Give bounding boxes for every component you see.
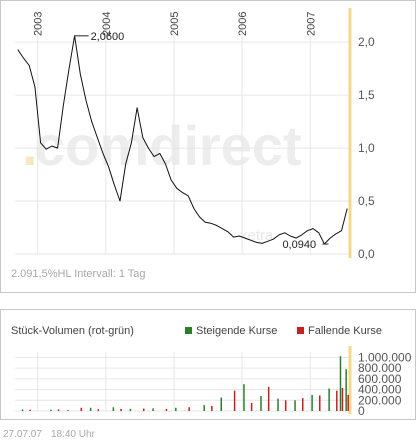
- volume-bar-rising: [311, 394, 313, 411]
- volume-bar-rising: [277, 398, 279, 411]
- legend-rising: Steigende Kurse: [185, 325, 277, 337]
- volume-y-tick-label: 0: [358, 404, 365, 418]
- x-tick-label: 2007: [305, 12, 317, 36]
- x-tick-label: 2003: [33, 12, 45, 36]
- volume-bar-falling: [319, 395, 321, 411]
- volume-y-tick-label: 600.000: [358, 372, 402, 386]
- volume-bar-rising: [339, 356, 342, 411]
- volume-bar-rising: [175, 407, 177, 411]
- legend-rising-label: Steigende Kurse: [196, 325, 278, 337]
- volume-bar-falling: [120, 408, 122, 411]
- y-tick-label: 2,0: [358, 35, 375, 49]
- volume-y-tick-label: 800.000: [358, 361, 402, 375]
- volume-bar-rising: [220, 397, 222, 411]
- volume-bar-rising: [243, 384, 245, 411]
- watermark-logo: comdirect: [34, 114, 302, 177]
- volume-bar-rising: [21, 409, 24, 411]
- volume-bar-falling: [165, 408, 168, 411]
- volume-bar-rising: [203, 405, 205, 411]
- volume-bar-rising: [129, 408, 132, 411]
- price-line: [17, 35, 348, 245]
- volume-bar-falling: [97, 409, 100, 411]
- volume-bar-rising: [345, 369, 347, 411]
- volume-bar-rising: [50, 409, 52, 411]
- volume-bar-falling: [284, 400, 287, 411]
- volume-y-tick-label: 1.000.000: [358, 350, 412, 364]
- chart-info-text: 2.091,5%HL Intervall: 1 Tag: [11, 268, 146, 280]
- volume-title: Stück-Volumen (rot-grün): [11, 325, 134, 337]
- legend-rising-swatch: [185, 327, 192, 334]
- min-annotation-label: 0,0940: [282, 239, 316, 251]
- legend-falling-swatch: [297, 327, 304, 334]
- volume-bar-rising: [112, 407, 115, 411]
- footer-date: 27.07.07: [3, 429, 42, 440]
- volume-bar-falling: [57, 409, 60, 411]
- footer: 27.07.07 18:40 Uhr: [3, 429, 104, 440]
- volume-y-tick-label: 200.000: [358, 393, 402, 407]
- volume-bar-falling: [143, 408, 145, 411]
- volume-bar-falling: [336, 390, 338, 411]
- volume-bar-falling: [250, 402, 253, 411]
- volume-bar-falling: [301, 398, 304, 411]
- y-tick-label: 0,5: [358, 194, 375, 208]
- volume-bar-rising: [260, 395, 262, 411]
- volume-bar-falling: [29, 409, 31, 411]
- volume-bar-falling: [347, 394, 349, 411]
- max-annotation-label: 2,0600: [91, 31, 125, 43]
- volume-bar-falling: [267, 386, 270, 411]
- volume-bar-rising: [328, 388, 330, 411]
- y-tick-label: 0,0: [358, 247, 375, 261]
- volume-bar-rising: [89, 407, 92, 411]
- y-tick-label: 1,5: [358, 88, 375, 102]
- x-tick-label: 2006: [237, 12, 249, 36]
- legend-falling: Fallende Kurse: [297, 325, 382, 337]
- volume-bar-falling: [233, 390, 236, 411]
- watermark-dot: .: [22, 114, 38, 177]
- volume-bar-rising: [67, 409, 69, 411]
- volume-bar-falling: [188, 407, 190, 411]
- volume-y-tick-label: 400.000: [358, 383, 402, 397]
- volume-bar-rising: [152, 408, 154, 411]
- y-tick-label: 1,0: [358, 141, 375, 155]
- x-tick-label: 2004: [101, 12, 113, 36]
- footer-time: 18:40 Uhr: [50, 429, 95, 440]
- price-chart-panel: [0, 0, 416, 293]
- x-tick-label: 2005: [169, 12, 181, 36]
- volume-bar-falling: [341, 387, 344, 411]
- volume-bar-falling: [80, 407, 83, 411]
- legend-falling-label: Fallende Kurse: [308, 325, 382, 337]
- volume-bar-falling: [211, 405, 213, 411]
- volume-bar-rising: [294, 400, 296, 411]
